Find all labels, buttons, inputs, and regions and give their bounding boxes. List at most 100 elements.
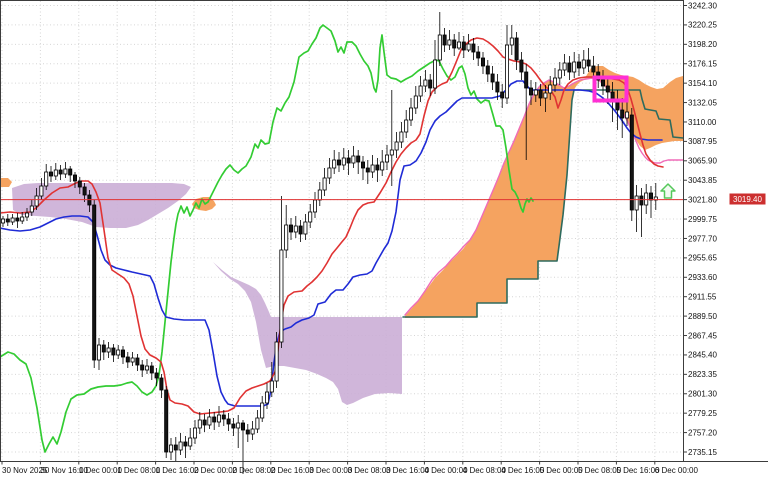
candle [452, 34, 457, 56]
candle [111, 344, 116, 362]
candle-body [269, 380, 274, 393]
candle-body [49, 171, 54, 177]
candle [144, 359, 149, 374]
time-tick-label: 3 Dec 16:00 [386, 466, 430, 475]
candle-body [605, 85, 610, 93]
candle [135, 354, 140, 371]
candle [514, 32, 519, 70]
price-tick-label: 3110.00 [688, 118, 717, 127]
candle-body [413, 95, 418, 109]
highlight-box[interactable] [592, 75, 629, 103]
price-tick-label: 3043.85 [688, 176, 717, 185]
candle [154, 368, 159, 386]
price-tick-label: 2977.70 [688, 234, 717, 243]
candle-body [202, 419, 207, 426]
candle-body [380, 161, 385, 171]
candle [73, 172, 78, 188]
candle-body [15, 217, 20, 222]
candle [221, 410, 226, 426]
candle [226, 413, 231, 431]
candle [240, 420, 245, 474]
candle [365, 160, 370, 184]
candle [39, 178, 44, 200]
purple-cloud-middle [213, 262, 402, 405]
candle [192, 420, 197, 444]
candle-body [490, 73, 495, 83]
candle-body [121, 349, 126, 358]
candle-body [77, 180, 82, 188]
candle [159, 374, 164, 398]
candle [428, 74, 433, 96]
candle-body [476, 51, 481, 59]
candle-body [164, 389, 169, 453]
up-arrow-icon[interactable] [660, 183, 676, 199]
candle-body [418, 85, 423, 97]
candle-body [92, 204, 97, 361]
candle-body [437, 34, 442, 61]
candle-body [207, 416, 212, 426]
candle-body [322, 177, 327, 191]
candle-body [336, 159, 341, 166]
candle-body [140, 364, 145, 371]
price-tick-label: 2845.40 [688, 351, 717, 360]
candle [351, 146, 356, 168]
candle [529, 80, 534, 105]
candle [543, 85, 548, 112]
candle [82, 183, 87, 202]
candle-body [20, 216, 25, 222]
candle-body [466, 43, 471, 51]
candle-body [274, 341, 279, 382]
candle-body [634, 195, 639, 211]
candle-body [226, 418, 231, 425]
candle [106, 342, 111, 358]
candle-body [591, 65, 596, 73]
candle-body [644, 192, 649, 206]
candle-body [97, 344, 102, 361]
price-tick-label: 3065.90 [688, 157, 717, 166]
candle [202, 414, 207, 432]
candle-body [351, 155, 356, 164]
candle [370, 155, 375, 178]
candle-body [557, 69, 562, 79]
candle-body [34, 195, 39, 207]
candle-body [553, 77, 558, 86]
candle-body [500, 91, 505, 99]
chikou-line [0, 24, 534, 453]
candle-body [10, 217, 15, 223]
candle [178, 433, 183, 455]
candle [649, 186, 654, 218]
candle-body [432, 59, 437, 89]
candle [68, 166, 73, 182]
candle-body [428, 79, 433, 89]
candle-body [471, 43, 476, 53]
candle-body [53, 169, 58, 177]
candle [408, 98, 413, 126]
purple-cloud-left [12, 183, 191, 228]
candle-body [106, 347, 111, 353]
candle [394, 132, 399, 158]
candle-body [231, 423, 236, 429]
candle-body [620, 109, 625, 119]
candle-body [408, 107, 413, 121]
candle [245, 424, 250, 442]
current-price-label: 3019.40 [729, 193, 766, 205]
candle [509, 25, 514, 55]
candle-body [312, 199, 317, 213]
candle [346, 150, 351, 175]
candle-body [116, 349, 121, 356]
time-tick-label: 1 Dec 08:00 [117, 466, 161, 475]
candle-body [303, 221, 308, 235]
candle-body [24, 212, 29, 218]
price-tick-label: 3242.30 [688, 1, 717, 10]
candle-body [543, 92, 548, 99]
candle [447, 30, 452, 50]
candle [456, 32, 461, 50]
candle [500, 84, 505, 108]
candle-body [317, 189, 322, 201]
candle-body [159, 377, 164, 391]
candle-body [130, 357, 135, 363]
candle [207, 409, 212, 429]
candle [562, 54, 567, 76]
